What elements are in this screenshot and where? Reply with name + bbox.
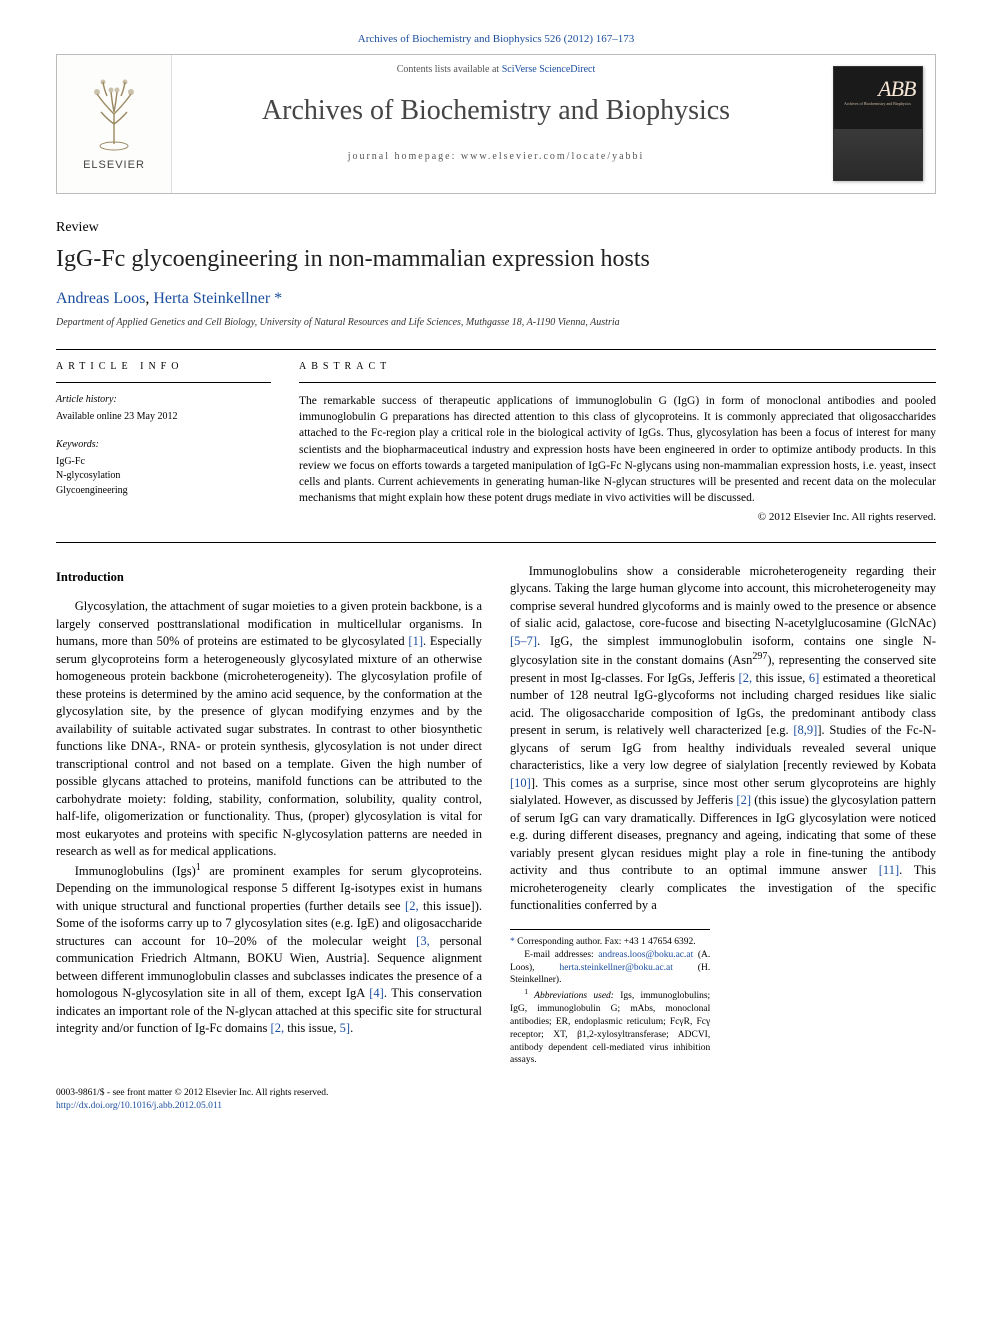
body-paragraph: Immunoglobulins show a considerable micr… [510,563,936,915]
abstract-text: The remarkable success of therapeutic ap… [299,393,936,506]
publisher-name: ELSEVIER [83,158,145,174]
history-text: Available online 23 May 2012 [56,410,271,425]
body-paragraph: Glycosylation, the attachment of sugar m… [56,598,482,861]
ref-link[interactable]: [1] [408,634,423,648]
abbr-label: Abbreviations used: [528,991,614,1001]
body-text: . Especially serum glycoproteins form a … [56,634,482,858]
keywords-label: Keywords: [56,438,271,453]
ref-link[interactable]: 6] [809,671,819,685]
doi-link[interactable]: http://dx.doi.org/10.1016/j.abb.2012.05.… [56,1101,222,1111]
email-footnote: E-mail addresses: andreas.loos@boku.ac.a… [510,949,710,987]
info-abstract-row: ARTICLE INFO Article history: Available … [56,350,936,526]
ref-link[interactable]: [3, [416,934,430,948]
article-info-heading: ARTICLE INFO [56,350,271,384]
header-center: Contents lists available at SciVerse Sci… [172,55,820,193]
ref-link[interactable]: [2, [271,1021,285,1035]
abstract-copyright: © 2012 Elsevier Inc. All rights reserved… [299,510,936,526]
body-text: this issue, [752,671,809,685]
article-type: Review [56,218,936,238]
ref-link[interactable]: [8,9] [793,723,817,737]
homepage-prefix: journal homepage: [348,151,461,162]
contents-available: Contents lists available at SciVerse Sci… [172,63,820,78]
corresponding-footnote: * Corresponding author. Fax: +43 1 47654… [510,936,710,949]
author-2[interactable]: Herta Steinkellner [153,290,270,307]
keyword: N-glycosylation [56,469,271,484]
authors: Andreas Loos, Herta Steinkellner * [56,287,936,310]
top-citation: Archives of Biochemistry and Biophysics … [56,32,936,48]
contents-prefix: Contents lists available at [397,64,502,75]
ref-link[interactable]: [2] [736,793,751,807]
ref-link[interactable]: [2, [739,671,753,685]
ref-link[interactable]: [4] [369,986,384,1000]
abbr-text: Igs, immunoglobulins; IgG, immunoglobuli… [510,991,710,1065]
email-link[interactable]: andreas.loos@boku.ac.at [598,950,693,960]
email-label: E-mail addresses: [524,950,598,960]
body-columns: Introduction Glycosylation, the attachme… [56,563,936,1067]
body-text: Immunoglobulins show a considerable micr… [510,564,936,631]
keyword: IgG-Fc [56,455,271,470]
cover-subtitle: Archives of Biochemistry and Biophysics [838,101,918,107]
ref-link[interactable]: [5–7] [510,634,537,648]
ref-link[interactable]: 5] [340,1021,350,1035]
article-info: ARTICLE INFO Article history: Available … [56,350,271,526]
body-text: this issue, [284,1021,340,1035]
abstract: ABSTRACT The remarkable success of thera… [299,350,936,526]
elsevier-tree-icon [79,74,149,154]
cover-thumbnail: ABB Archives of Biochemistry and Biophys… [833,66,923,181]
body-paragraph: Immunoglobulins (Igs)1 are prominent exa… [56,861,482,1038]
abbreviations-footnote: 1 Abbreviations used: Igs, immunoglobuli… [510,987,710,1067]
body-text: . [350,1021,353,1035]
body-text: Immunoglobulins (Igs) [75,864,196,878]
ref-link[interactable]: [2, [405,899,419,913]
journal-header: ELSEVIER Contents lists available at Sci… [56,54,936,194]
affiliation: Department of Applied Genetics and Cell … [56,316,936,331]
journal-homepage: journal homepage: www.elsevier.com/locat… [172,150,820,165]
author-1[interactable]: Andreas Loos [56,290,145,307]
corresponding-mark-link[interactable]: * [274,290,282,307]
email-link[interactable]: herta.steinkellner@boku.ac.at [559,963,672,973]
homepage-url: www.elsevier.com/locate/yabbi [461,151,644,162]
superscript: 297 [752,651,767,662]
corr-text: Corresponding author. Fax: +43 1 47654 6… [515,937,696,947]
journal-name: Archives of Biochemistry and Biophysics [172,91,820,132]
top-citation-link[interactable]: Archives of Biochemistry and Biophysics … [358,33,635,45]
introduction-heading: Introduction [56,569,482,587]
publisher-logo: ELSEVIER [57,55,172,193]
keyword: Glycoengineering [56,484,271,499]
ref-link[interactable]: [10] [510,776,531,790]
footnotes: * Corresponding author. Fax: +43 1 47654… [510,929,710,1067]
article-title: IgG-Fc glycoengineering in non-mammalian… [56,242,936,277]
issn-line: 0003-9861/$ - see front matter © 2012 El… [56,1087,936,1099]
history-label: Article history: [56,393,271,408]
keywords-list: IgG-Fc N-glycosylation Glycoengineering [56,455,271,499]
ref-link[interactable]: [11] [879,863,899,877]
sciencedirect-link[interactable]: SciVerse ScienceDirect [502,64,596,75]
journal-cover: ABB Archives of Biochemistry and Biophys… [820,55,935,193]
footer: 0003-9861/$ - see front matter © 2012 El… [56,1087,936,1112]
abstract-heading: ABSTRACT [299,350,936,384]
